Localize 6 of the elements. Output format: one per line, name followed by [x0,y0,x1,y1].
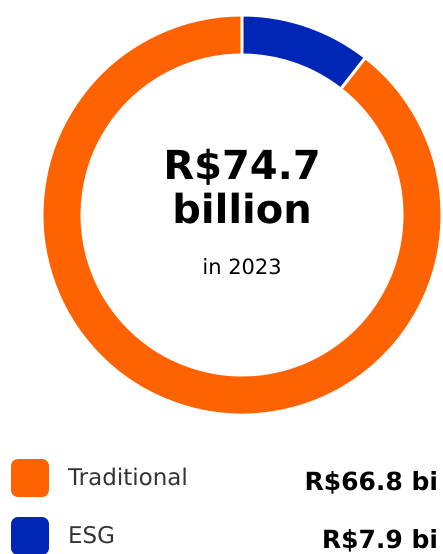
data-label: R$66.8 bi [304,467,438,496]
text: R$74.7 billion [163,143,321,233]
legend-label: ESG [68,523,115,549]
text: in 2023 [202,255,282,279]
legend-label: Traditional [67,465,188,491]
data-label: R$7.9 bi [322,525,438,554]
